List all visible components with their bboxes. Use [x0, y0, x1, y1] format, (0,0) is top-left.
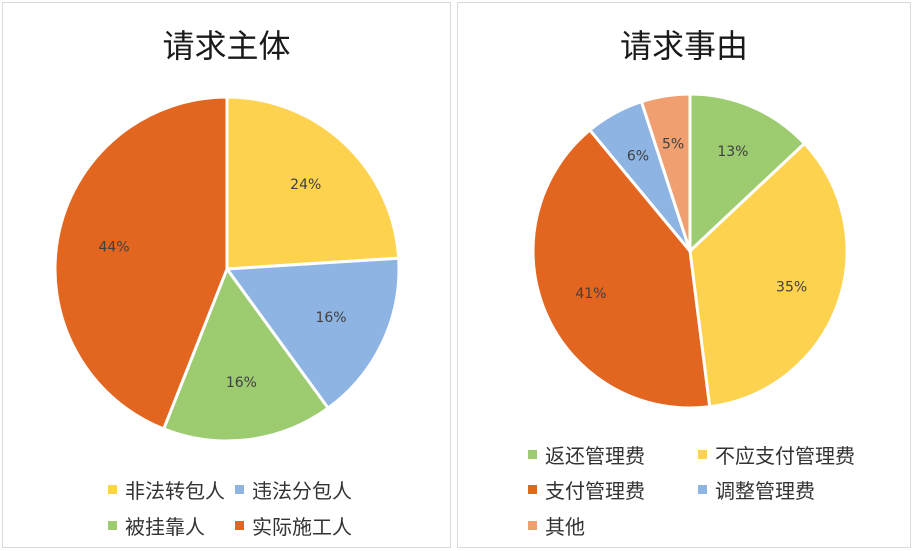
pie-slice: [531, 127, 712, 410]
legend-item: 实际施工人: [235, 511, 352, 540]
legend-item: 返还管理费: [528, 440, 645, 469]
legend-swatch: [528, 485, 537, 494]
legend-item: 其他: [528, 511, 585, 540]
legend-label: 返还管理费: [545, 444, 645, 468]
slice-data-label: 6%: [627, 148, 649, 164]
slice-data-label: 13%: [717, 144, 748, 160]
pie-slice: [225, 95, 401, 271]
slice-data-label: 5%: [662, 136, 684, 152]
pie-chart-subject: 24% 16% 16% 44%: [53, 95, 401, 443]
pie-slice: [688, 92, 807, 255]
legend-swatch: [528, 521, 537, 530]
legend-swatch: [235, 521, 244, 530]
legend-item: 违法分包人: [235, 475, 352, 504]
slice-data-label: 16%: [315, 310, 346, 326]
slice-data-label: 44%: [98, 239, 129, 255]
legend-label: 非法转包人: [125, 479, 225, 503]
legend-swatch: [698, 485, 707, 494]
slice-data-label: 24%: [290, 177, 321, 193]
legend-label: 违法分包人: [252, 479, 352, 503]
legend-swatch: [235, 485, 244, 494]
pie-slice: [224, 256, 401, 411]
chart-panel-reason: 请求事由 13% 35% 41% 6% 5% 返还管理费 不应支付管理费支付管理费 调整管理…: [457, 2, 911, 548]
legend-label: 不应支付管理费: [715, 444, 855, 468]
slice-data-label: 16%: [226, 375, 257, 391]
legend-swatch: [528, 450, 537, 459]
pie-slice: [161, 265, 331, 443]
slice-data-label: 35%: [776, 280, 807, 296]
chart-title: 请求事由: [619, 27, 748, 65]
slice-data-label: 41%: [575, 286, 606, 302]
legend-item: 非法转包人: [108, 475, 225, 504]
pie-slice: [639, 92, 692, 252]
legend-label: 其他: [545, 515, 585, 539]
legend-swatch: [698, 450, 707, 459]
pie-slice: [688, 141, 849, 409]
legend-item: 被挂靠人: [108, 511, 205, 540]
chart-title: 请求主体: [162, 27, 291, 65]
legend-swatch: [108, 521, 117, 530]
chart-panel-subject: 请求主体 24% 16% 16% 44% 非法转包人 违法分包人被挂靠人 实际施工人: [2, 2, 451, 548]
legend-label: 被挂靠人: [125, 515, 205, 539]
pie-slice: [53, 95, 229, 431]
legend-label: 调整管理费: [715, 479, 815, 503]
legend-label: 支付管理费: [545, 479, 645, 503]
legend-item: 支付管理费: [528, 475, 645, 504]
legend-item: 不应支付管理费: [698, 440, 855, 469]
legend-label: 实际施工人: [252, 515, 352, 539]
legend-item: 调整管理费: [698, 475, 815, 504]
pie-chart-reason: 13% 35% 41% 6% 5%: [531, 92, 849, 410]
legend-swatch: [108, 485, 117, 494]
